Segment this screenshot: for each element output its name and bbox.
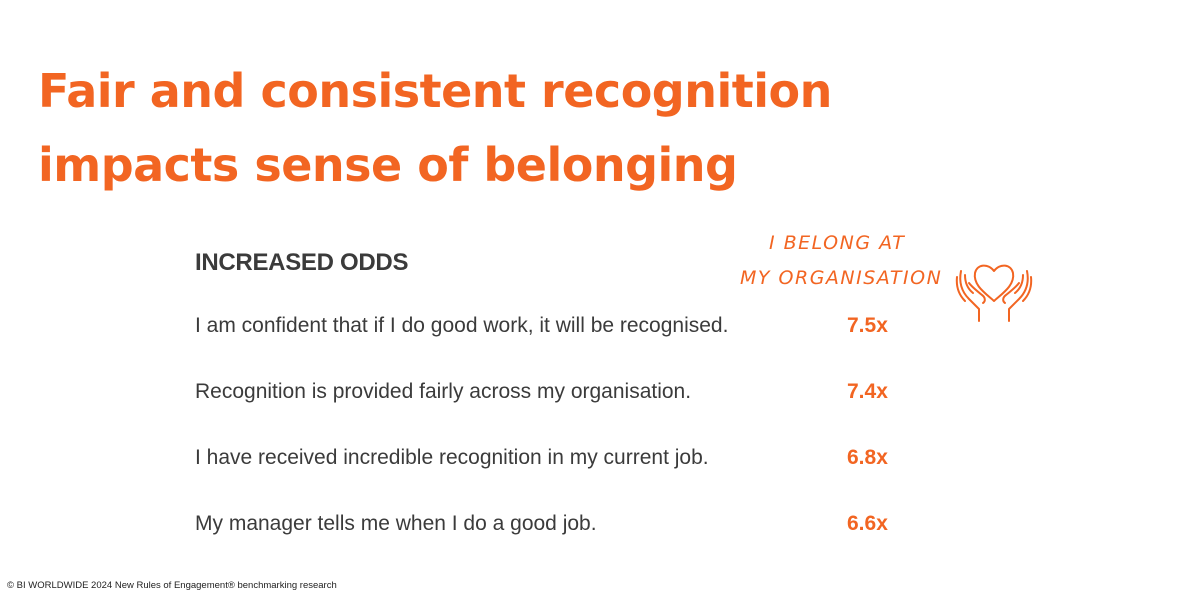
list-item: Recognition is provided fairly across my… — [195, 374, 955, 440]
odds-value: 6.8x — [847, 446, 888, 469]
title-line-2: impacts sense of belonging — [38, 138, 738, 192]
list-item: I have received incredible recognition i… — [195, 440, 955, 506]
page-title: Fair and consistent recognition impacts … — [38, 54, 832, 202]
badge-text-line-1: I BELONG AT — [769, 232, 906, 254]
belonging-badge: I BELONG AT MY ORGANISATION — [735, 225, 1035, 325]
list-item: My manager tells me when I do a good job… — [195, 506, 955, 572]
badge-text-line-2: MY ORGANISATION — [740, 267, 943, 289]
hands-holding-heart-icon — [955, 264, 1033, 322]
statement-label: My manager tells me when I do a good job… — [195, 512, 597, 535]
odds-value: 7.4x — [847, 380, 888, 403]
odds-value: 7.5x — [847, 314, 888, 337]
list-item: I am confident that if I do good work, i… — [195, 308, 955, 374]
title-line-1: Fair and consistent recognition — [38, 64, 832, 118]
statement-label: Recognition is provided fairly across my… — [195, 380, 692, 403]
copyright-footer: © BI WORLDWIDE 2024 New Rules of Engagem… — [7, 580, 337, 591]
odds-list: I am confident that if I do good work, i… — [195, 308, 955, 572]
section-heading: INCREASED ODDS — [195, 249, 409, 276]
statement-label: I have received incredible recognition i… — [195, 446, 709, 469]
statement-label: I am confident that if I do good work, i… — [195, 314, 729, 337]
odds-value: 6.6x — [847, 512, 888, 535]
